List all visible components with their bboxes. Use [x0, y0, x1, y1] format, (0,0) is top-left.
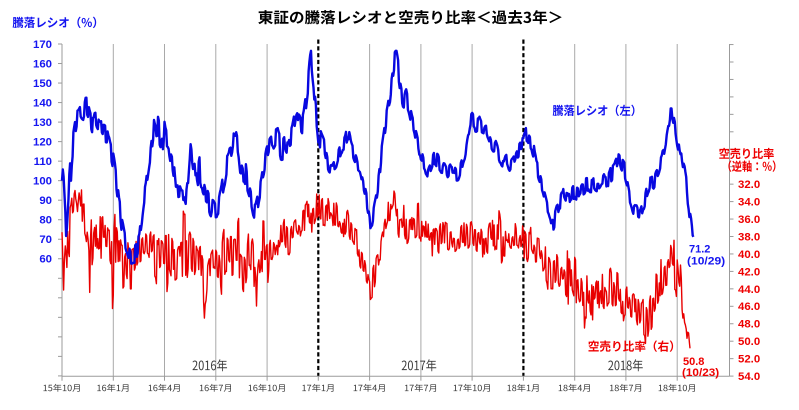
svg-text:36.0: 36.0	[738, 214, 760, 226]
svg-text:50.0: 50.0	[738, 336, 760, 348]
svg-text:60: 60	[39, 254, 52, 266]
svg-text:54.0: 54.0	[738, 371, 760, 383]
svg-text:90: 90	[39, 195, 52, 207]
svg-text:130: 130	[33, 117, 52, 129]
svg-text:170: 170	[33, 39, 52, 51]
svg-text:50.8: 50.8	[683, 356, 704, 368]
svg-text:34.0: 34.0	[738, 197, 760, 209]
svg-text:80: 80	[39, 215, 52, 227]
svg-text:160: 160	[33, 58, 52, 70]
svg-text:38.0: 38.0	[738, 231, 760, 243]
svg-text:71.2: 71.2	[689, 244, 710, 256]
svg-text:70: 70	[39, 234, 52, 246]
svg-text:52.0: 52.0	[738, 354, 760, 366]
svg-text:(10/29): (10/29)	[687, 255, 726, 267]
svg-text:100: 100	[33, 176, 52, 188]
svg-text:32.0: 32.0	[738, 179, 760, 191]
svg-text:40.0: 40.0	[738, 249, 760, 261]
svg-text:120: 120	[33, 137, 52, 149]
svg-text:110: 110	[34, 156, 52, 168]
svg-text:46.0: 46.0	[738, 301, 760, 313]
svg-text:48.0: 48.0	[738, 319, 760, 331]
svg-text:42.0: 42.0	[738, 266, 760, 278]
svg-text:150: 150	[33, 78, 52, 90]
svg-text:140: 140	[33, 98, 52, 110]
svg-text:(10/23): (10/23)	[682, 367, 720, 379]
svg-text:44.0: 44.0	[738, 284, 760, 296]
